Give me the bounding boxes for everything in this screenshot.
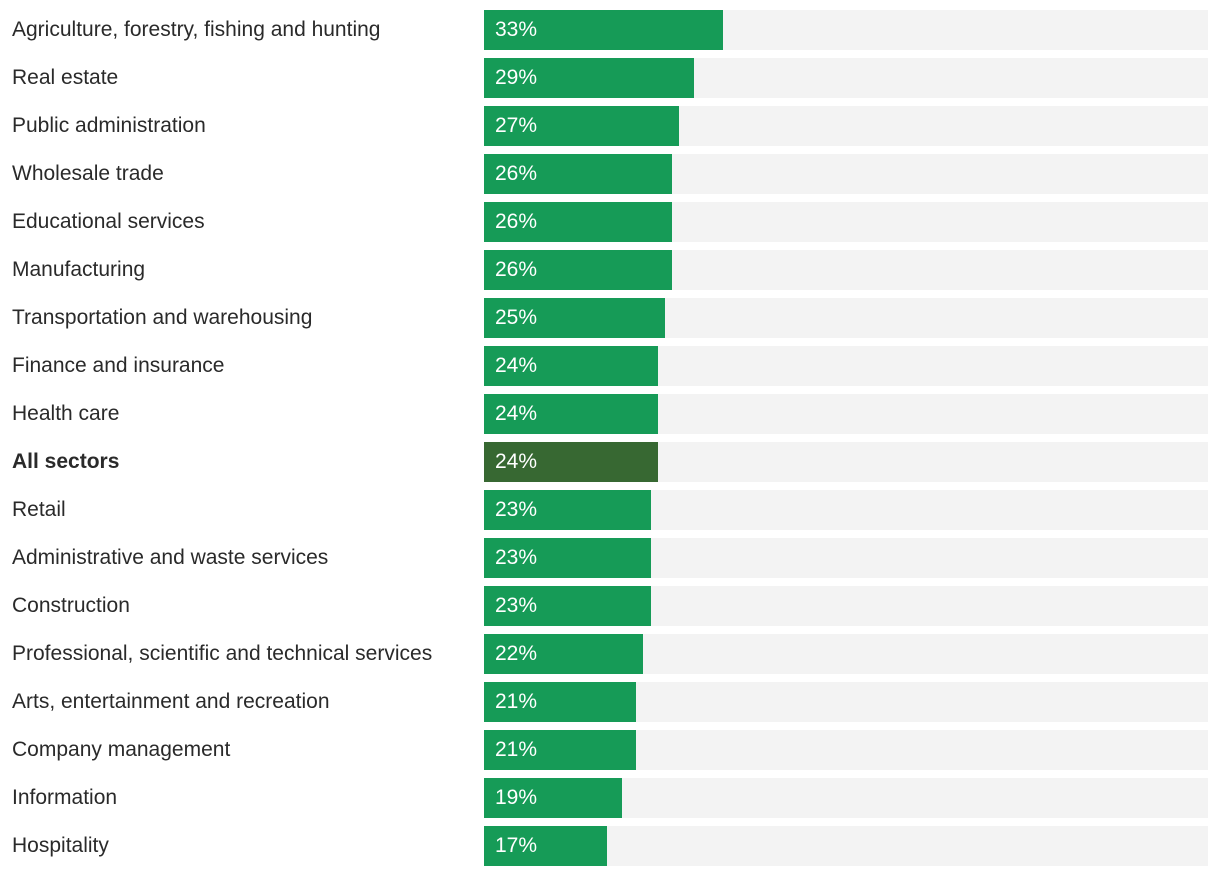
category-label: All sectors xyxy=(12,450,120,473)
bar: 23% xyxy=(484,586,651,626)
category-label: Transportation and warehousing xyxy=(12,306,313,329)
bar-row: Real estate 29% xyxy=(0,58,1220,98)
value-label: 33% xyxy=(495,18,538,41)
value-label: 26% xyxy=(495,258,538,281)
bar: 29% xyxy=(484,58,694,98)
bar-track: 21% xyxy=(484,730,1208,770)
bar-track: 22% xyxy=(484,634,1208,674)
bar: 17% xyxy=(484,826,607,866)
bar-row: Company management 21% xyxy=(0,730,1220,770)
value-label: 26% xyxy=(495,162,538,185)
category-label: Educational services xyxy=(12,210,205,233)
bar-row: Health care 24% xyxy=(0,394,1220,434)
category-label: Public administration xyxy=(12,114,206,137)
bar-track: 24% xyxy=(484,394,1208,434)
value-label: 25% xyxy=(495,306,538,329)
category-label: Information xyxy=(12,786,118,809)
bar-row: Construction 23% xyxy=(0,586,1220,626)
bar-track: 29% xyxy=(484,58,1208,98)
value-label: 27% xyxy=(495,114,538,137)
category-label: Wholesale trade xyxy=(12,162,164,185)
value-label: 24% xyxy=(495,354,538,377)
value-label: 17% xyxy=(495,834,538,857)
bar: 24% xyxy=(484,394,658,434)
value-label: 23% xyxy=(495,498,538,521)
category-label: Retail xyxy=(12,498,66,521)
bar: 24% xyxy=(484,346,658,386)
bar-row: Agriculture, forestry, fishing and hunti… xyxy=(0,10,1220,50)
bar: 26% xyxy=(484,250,672,290)
bar-track: 24% xyxy=(484,442,1208,482)
bar-track: 26% xyxy=(484,250,1208,290)
bar-row: Professional, scientific and technical s… xyxy=(0,634,1220,674)
value-label: 23% xyxy=(495,546,538,569)
bar: 22% xyxy=(484,634,643,674)
bar-row: Arts, entertainment and recreation 21% xyxy=(0,682,1220,722)
bar-row: Wholesale trade 26% xyxy=(0,154,1220,194)
bar-track: 33% xyxy=(484,10,1208,50)
value-label: 23% xyxy=(495,594,538,617)
bar-track: 25% xyxy=(484,298,1208,338)
category-label: Administrative and waste services xyxy=(12,546,329,569)
bar-row: Manufacturing 26% xyxy=(0,250,1220,290)
bar-track: 26% xyxy=(484,154,1208,194)
bar: 21% xyxy=(484,730,636,770)
bar: 26% xyxy=(484,202,672,242)
category-label: Finance and insurance xyxy=(12,354,225,377)
bar-row: All sectors 24% xyxy=(0,442,1220,482)
bar: 23% xyxy=(484,538,651,578)
value-label: 22% xyxy=(495,642,538,665)
value-label: 21% xyxy=(495,738,538,761)
bar-track: 23% xyxy=(484,490,1208,530)
bar-row: Transportation and warehousing 25% xyxy=(0,298,1220,338)
bar-track: 19% xyxy=(484,778,1208,818)
bar: 26% xyxy=(484,154,672,194)
category-label: Manufacturing xyxy=(12,258,146,281)
value-label: 21% xyxy=(495,690,538,713)
category-label: Agriculture, forestry, fishing and hunti… xyxy=(12,18,381,41)
category-label: Hospitality xyxy=(12,834,109,857)
bar-row: Public administration 27% xyxy=(0,106,1220,146)
bar: 23% xyxy=(484,490,651,530)
bar-track: 21% xyxy=(484,682,1208,722)
bar: 24% xyxy=(484,442,658,482)
category-label: Real estate xyxy=(12,66,119,89)
bar: 33% xyxy=(484,10,723,50)
value-label: 24% xyxy=(495,402,538,425)
category-label: Professional, scientific and technical s… xyxy=(12,642,433,665)
value-label: 19% xyxy=(495,786,538,809)
bar-row: Educational services 26% xyxy=(0,202,1220,242)
bar-row: Administrative and waste services 23% xyxy=(0,538,1220,578)
bar-track: 23% xyxy=(484,586,1208,626)
bar-track: 27% xyxy=(484,106,1208,146)
value-label: 29% xyxy=(495,66,538,89)
bar-row: Finance and insurance 24% xyxy=(0,346,1220,386)
bar: 19% xyxy=(484,778,622,818)
bar-row: Retail 23% xyxy=(0,490,1220,530)
bar: 21% xyxy=(484,682,636,722)
category-label: Construction xyxy=(12,594,130,617)
bar-row: Hospitality 17% xyxy=(0,826,1220,866)
bar-track: 23% xyxy=(484,538,1208,578)
value-label: 26% xyxy=(495,210,538,233)
bar-track: 17% xyxy=(484,826,1208,866)
bar: 27% xyxy=(484,106,679,146)
bar: 25% xyxy=(484,298,665,338)
bar-track: 26% xyxy=(484,202,1208,242)
bar-track: 24% xyxy=(484,346,1208,386)
category-label: Arts, entertainment and recreation xyxy=(12,690,330,713)
category-label: Company management xyxy=(12,738,231,761)
bar-row: Information 19% xyxy=(0,778,1220,818)
category-label: Health care xyxy=(12,402,120,425)
value-label: 24% xyxy=(495,450,538,473)
